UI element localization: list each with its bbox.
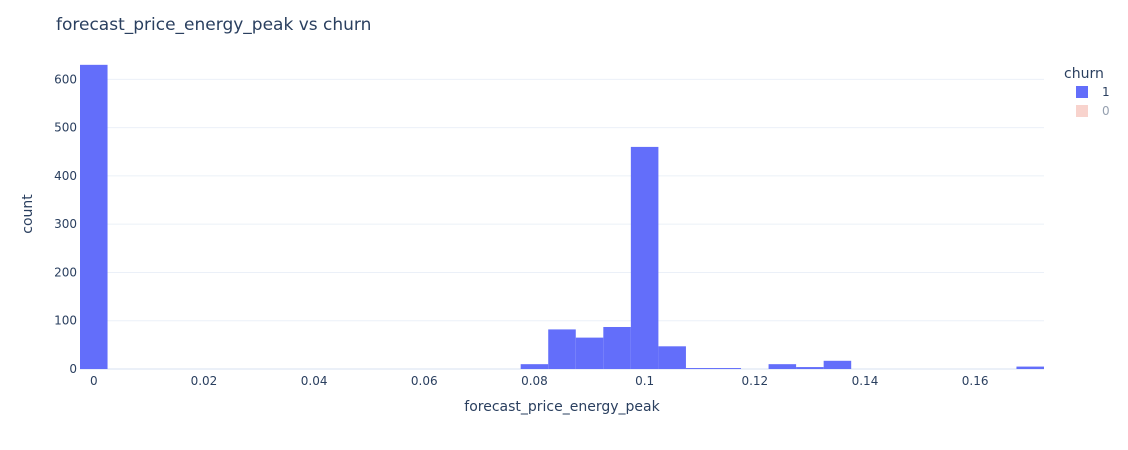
chart-title: forecast_price_energy_peak vs churn — [56, 15, 371, 35]
y-tick-label: 600 — [54, 72, 77, 86]
x-tick-label: 0.04 — [301, 374, 328, 388]
legend-swatch[interactable] — [1076, 86, 1088, 98]
y-tick-label: 300 — [54, 217, 77, 231]
x-axis-title: forecast_price_energy_peak — [464, 399, 660, 415]
histogram-bar[interactable] — [80, 64, 108, 369]
bars[interactable] — [80, 64, 1044, 369]
y-tick-label: 400 — [54, 169, 77, 183]
histogram-bar[interactable] — [713, 368, 742, 369]
y-tick-label: 100 — [54, 314, 77, 328]
histogram-bar[interactable] — [575, 337, 604, 369]
legend-swatch[interactable] — [1076, 105, 1088, 117]
histogram-bar[interactable] — [768, 364, 797, 369]
legend-title: churn — [1064, 66, 1104, 82]
x-tick-label: 0.06 — [411, 374, 438, 388]
histogram-bar[interactable] — [1016, 366, 1044, 369]
histogram-bar[interactable] — [520, 364, 549, 369]
histogram-bar[interactable] — [630, 146, 659, 369]
x-tick-label: 0.08 — [521, 374, 548, 388]
y-tick-label: 500 — [54, 121, 77, 135]
histogram-bar[interactable] — [796, 367, 824, 369]
x-tick-label: 0.14 — [852, 374, 879, 388]
x-tick-label: 0.02 — [191, 374, 218, 388]
histogram-bar[interactable] — [685, 368, 714, 369]
legend-label[interactable]: 1 — [1102, 85, 1110, 99]
legend: churn 1 0 — [1064, 66, 1110, 118]
y-axis-title: count — [20, 194, 36, 234]
gridlines — [80, 78, 1044, 370]
y-axis-ticks: 0 100 200 300 400 500 600 — [54, 72, 77, 376]
legend-label[interactable]: 0 — [1102, 104, 1110, 118]
x-tick-label: 0.16 — [962, 374, 989, 388]
histogram-bar[interactable] — [603, 326, 631, 369]
y-tick-label: 0 — [69, 362, 77, 376]
x-tick-label: 0.1 — [635, 374, 654, 388]
x-tick-label: 0.12 — [741, 374, 768, 388]
x-tick-label: 0 — [90, 374, 98, 388]
y-tick-label: 200 — [54, 265, 77, 279]
histogram-bar[interactable] — [658, 346, 686, 369]
histogram-bar[interactable] — [548, 329, 576, 369]
x-axis-ticks: 0 0.02 0.04 0.06 0.08 0.1 0.12 0.14 0.16 — [90, 374, 989, 388]
histogram-bar[interactable] — [823, 360, 852, 369]
